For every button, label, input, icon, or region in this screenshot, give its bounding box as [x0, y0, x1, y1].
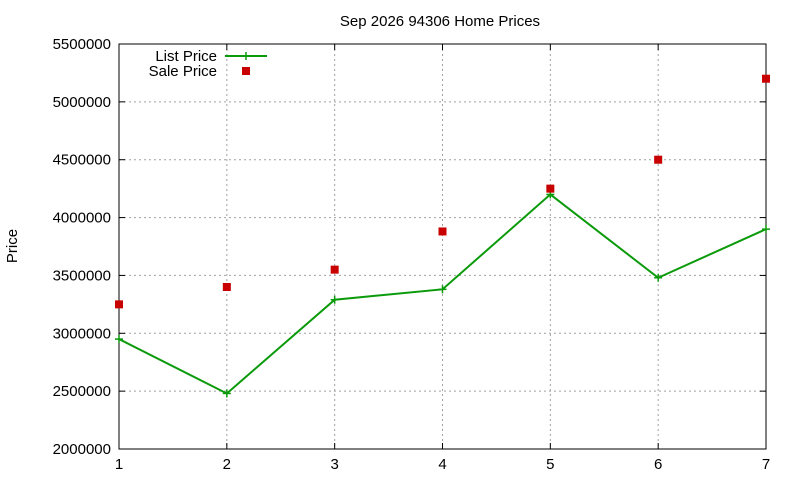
- y-axis-label: Price: [4, 229, 21, 263]
- x-tick-label: 2: [223, 456, 231, 473]
- legend-label-list-price: List Price: [155, 48, 217, 65]
- x-tick-labels: 1 2 3 4 5 6 7: [115, 456, 770, 473]
- y-tick-label: 5500000: [53, 36, 111, 53]
- y-tick-label: 3500000: [53, 267, 111, 284]
- legend-swatch-list-price: [225, 52, 267, 60]
- point-list-price: [115, 335, 123, 344]
- y-tick-label: 3000000: [53, 325, 111, 342]
- y-tick-label: 4000000: [53, 210, 111, 227]
- point-sale-price: [654, 155, 663, 164]
- x-tick-label: 5: [546, 456, 554, 473]
- y-tick-label: 2500000: [53, 383, 111, 400]
- point-list-price: [762, 225, 770, 234]
- point-sale-price: [762, 74, 770, 83]
- point-sale-price: [222, 283, 231, 291]
- plot-frame: [118, 43, 767, 450]
- x-tick-label: 7: [762, 456, 770, 473]
- legend-swatch-sale-price: [242, 67, 250, 75]
- series: [115, 74, 770, 398]
- x-tick-label: 6: [654, 456, 662, 473]
- point-sale-price: [330, 265, 339, 274]
- x-tick-label: 3: [330, 456, 338, 473]
- x-tick-label: 4: [438, 456, 446, 473]
- point-list-price: [654, 273, 663, 282]
- legend-label-sale-price: Sale Price: [149, 63, 217, 80]
- legend: List Price Sale Price: [149, 48, 267, 80]
- y-tick-labels: 2000000 2500000 3000000 3500000 4000000 45000…: [53, 36, 111, 458]
- legend-marker-list-price: [242, 52, 250, 60]
- point-sale-price: [546, 184, 555, 193]
- point-list-price: [438, 285, 447, 294]
- point-sale-price: [438, 227, 447, 236]
- chart-title: Sep 2026 94306 Home Prices: [340, 13, 540, 30]
- point-list-price: [330, 295, 339, 304]
- y-tick-label: 4500000: [53, 152, 111, 169]
- point-list-price: [222, 389, 231, 398]
- y-tick-label: 2000000: [53, 441, 111, 458]
- legend-marker-sale-price: [242, 67, 250, 75]
- x-tick-label: 1: [115, 456, 123, 473]
- point-sale-price: [115, 300, 123, 309]
- y-tick-label: 5000000: [53, 94, 111, 111]
